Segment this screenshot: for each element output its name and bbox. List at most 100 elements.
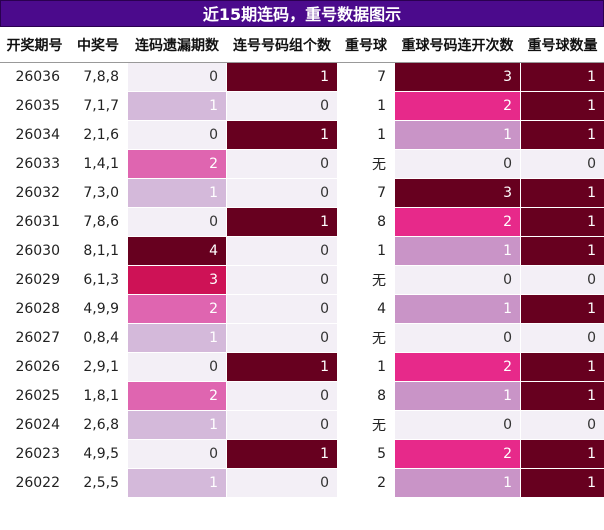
table-cell: 1 [226,439,338,469]
table-cell: 2 [394,352,521,382]
table-cell: 无 [337,265,395,295]
table-cell: 1 [394,294,521,324]
table-cell: 3 [394,62,521,92]
table-cell: 0 [520,265,604,295]
table-cell: 26035 [0,91,69,121]
table-cell: 7,1,7 [68,91,128,121]
table-cell: 1 [394,120,521,150]
table-cell: 4,9,9 [68,294,128,324]
table-cell: 1 [520,62,604,92]
table-cell: 无 [337,410,395,440]
table-cell: 0 [226,294,338,324]
table-cell: 4 [127,236,227,266]
table-cell: 1 [337,352,395,382]
table-cell: 7 [337,178,395,208]
table-row: 26026 2,9,1 0 1 1 2 1 [0,352,604,382]
table-cell: 1 [127,410,227,440]
table-cell: 1 [520,120,604,150]
table-cell: 26032 [0,178,69,208]
table-cell: 2 [337,468,395,498]
table-cell: 0 [226,236,338,266]
table-cell: 26025 [0,381,69,411]
table-cell: 1 [127,468,227,498]
table-cell: 2,9,1 [68,352,128,382]
column-header: 重号球 [337,27,395,63]
table-row: 26027 0,8,4 1 0 无 0 0 [0,323,604,353]
table-cell: 26033 [0,149,69,179]
table-cell: 1,8,1 [68,381,128,411]
table-cell: 1 [337,91,395,121]
table-cell: 1 [520,468,604,498]
column-header: 重球号码连开次数 [394,27,521,63]
table-cell: 1,4,1 [68,149,128,179]
column-header: 连号号码组个数 [226,27,338,63]
table-cell: 8,1,1 [68,236,128,266]
table-cell: 7,8,6 [68,207,128,237]
table-cell: 26023 [0,439,69,469]
table-cell: 0 [394,410,521,440]
table-cell: 0 [127,439,227,469]
column-header: 重号球数量 [520,27,604,63]
table-cell: 0 [127,120,227,150]
table-cell: 26027 [0,323,69,353]
table-cell: 0 [226,323,338,353]
table-cell: 0 [226,178,338,208]
table-cell: 0 [226,468,338,498]
table-cell: 1 [520,352,604,382]
table-cell: 1 [520,91,604,121]
table-cell: 4 [337,294,395,324]
title-bar: 近15期连码，重号数据图示 [0,0,604,27]
table-cell: 1 [394,468,521,498]
table-cell: 5 [337,439,395,469]
table-cell: 0 [394,265,521,295]
table-cell: 0 [394,149,521,179]
column-header: 开奖期号 [0,27,69,63]
table-row: 26032 7,3,0 1 0 7 3 1 [0,178,604,208]
table-row: 26028 4,9,9 2 0 4 1 1 [0,294,604,324]
table-cell: 1 [394,381,521,411]
table-cell: 26022 [0,468,69,498]
table-cell: 1 [337,120,395,150]
table-cell: 1 [226,207,338,237]
table-cell: 3 [127,265,227,295]
table-cell: 6,1,3 [68,265,128,295]
table-cell: 26036 [0,62,69,92]
table-cell: 26030 [0,236,69,266]
table-cell: 7 [337,62,395,92]
table-cell: 1 [520,294,604,324]
header-row: 开奖期号 中奖号 连码遗漏期数 连号号码组个数 重号球 重球号码连开次数 重号球数量 [0,27,604,63]
table-row: 26033 1,4,1 2 0 无 0 0 [0,149,604,179]
table-row: 26031 7,8,6 0 1 8 2 1 [0,207,604,237]
table-cell: 1 [226,352,338,382]
table-row: 26034 2,1,6 0 1 1 1 1 [0,120,604,150]
table-cell: 0 [520,323,604,353]
table-cell: 0 [226,91,338,121]
table-cell: 26029 [0,265,69,295]
table-cell: 2,5,5 [68,468,128,498]
table-cell: 7,3,0 [68,178,128,208]
table-cell: 26026 [0,352,69,382]
table-cell: 2,1,6 [68,120,128,150]
table-row: 26030 8,1,1 4 0 1 1 1 [0,236,604,266]
table-cell: 无 [337,323,395,353]
table-cell: 1 [337,236,395,266]
table-cell: 2 [127,149,227,179]
column-header: 连码遗漏期数 [127,27,227,63]
table-cell: 1 [394,236,521,266]
table-cell: 26024 [0,410,69,440]
table-cell: 0 [226,149,338,179]
column-header: 中奖号 [68,27,128,63]
table-cell: 2 [394,91,521,121]
table-cell: 2 [127,381,227,411]
table-cell: 1 [127,178,227,208]
table-cell: 无 [337,149,395,179]
table-cell: 0 [226,265,338,295]
table-cell: 1 [520,236,604,266]
table-cell: 1 [520,178,604,208]
table-cell: 1 [226,62,338,92]
table-row: 26023 4,9,5 0 1 5 2 1 [0,439,604,469]
table-cell: 2 [394,207,521,237]
table-cell: 26028 [0,294,69,324]
table-cell: 0 [127,62,227,92]
